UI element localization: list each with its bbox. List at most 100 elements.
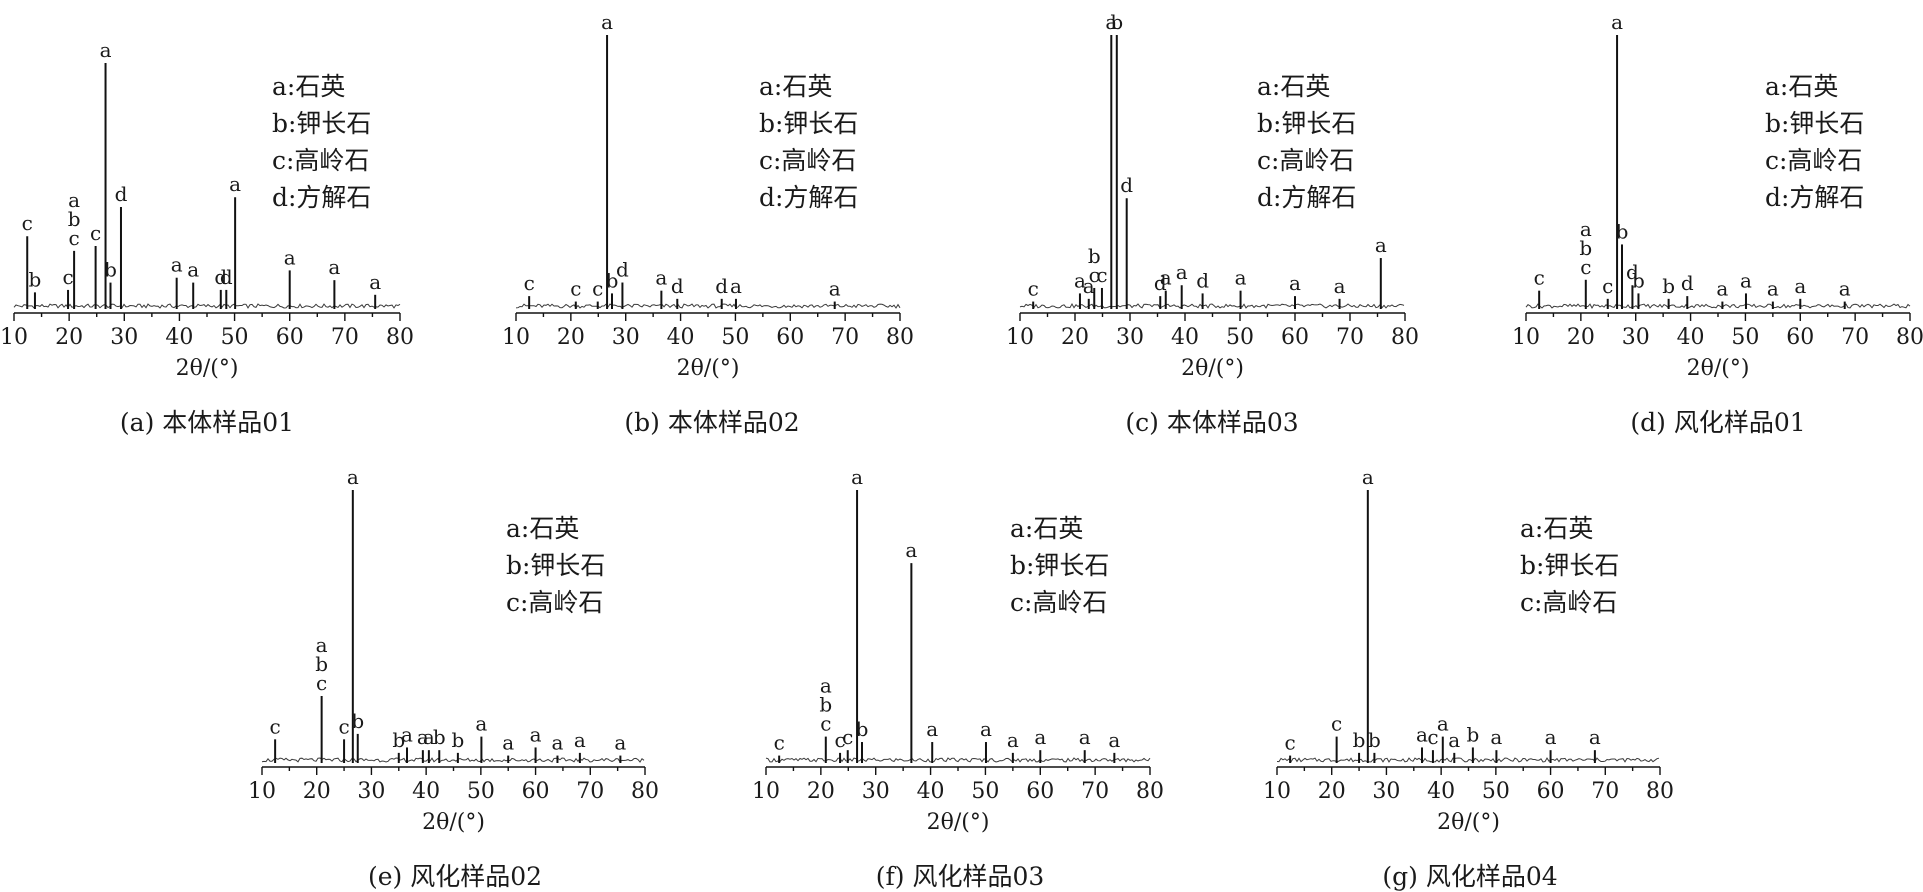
peak-label: d — [1120, 173, 1133, 197]
x-tick-label: 10 — [502, 325, 530, 350]
peak-label: a — [1105, 10, 1117, 34]
peak-label: a — [1589, 725, 1601, 749]
legend-entry: b:钾长石 — [1765, 109, 1864, 138]
peak-label: c — [1427, 725, 1438, 749]
x-tick-label: 60 — [1281, 325, 1309, 350]
peak-label: c — [62, 265, 73, 289]
peak-label: c — [90, 221, 101, 245]
peak-label: a — [502, 731, 514, 755]
x-tick-label: 80 — [1896, 325, 1923, 350]
peak-label: b — [1632, 268, 1645, 292]
x-axis-label: 2θ/(°) — [1181, 356, 1244, 381]
baseline-trace — [261, 757, 645, 763]
peak-label: b — [104, 258, 117, 282]
x-tick-label: 10 — [1512, 325, 1540, 350]
peak-label: d — [1681, 271, 1694, 295]
peak-label: b — [351, 709, 364, 733]
peak-label: a — [1083, 274, 1095, 298]
peak-label: c — [270, 714, 281, 738]
legend-entry: c:高岭石 — [1765, 146, 1862, 175]
peak-label: d — [616, 258, 629, 282]
peak-label: d — [671, 274, 684, 298]
peak-label: c — [69, 226, 80, 250]
x-tick-label: 70 — [1591, 779, 1619, 804]
baseline-trace — [515, 303, 901, 309]
peak-label: c — [1602, 274, 1613, 298]
x-tick-label: 70 — [1336, 325, 1364, 350]
peak-label: b — [1368, 728, 1381, 752]
x-tick-label: 30 — [1116, 325, 1144, 350]
peak-label: a — [551, 731, 563, 755]
x-tick-label: 50 — [1731, 325, 1759, 350]
legend-entry: d:方解石 — [1257, 183, 1356, 212]
legend-entry: b:钾长石 — [506, 551, 605, 580]
peak-label: a — [926, 717, 938, 741]
peak-label: a — [369, 270, 381, 294]
x-tick-label: 80 — [1136, 779, 1164, 804]
peak-label: a — [1362, 465, 1374, 489]
legend-entry: d:方解石 — [759, 183, 858, 212]
x-tick-label: 10 — [0, 325, 28, 350]
x-tick-label: 20 — [557, 325, 585, 350]
legend-entry: c:高岭石 — [1010, 588, 1107, 617]
peak-label: a — [1794, 274, 1806, 298]
peak-label: c — [834, 728, 845, 752]
x-tick-label: 30 — [357, 779, 385, 804]
peak-label: a — [100, 38, 112, 62]
peak-label: b — [1088, 244, 1101, 268]
peak-label: a — [423, 725, 435, 749]
legend-entry: a:石英 — [759, 72, 832, 101]
panel-caption: (e) 风化样品02 — [368, 862, 542, 891]
peak-label: c — [524, 271, 535, 295]
x-tick-label: 40 — [917, 779, 945, 804]
peak-label: c — [1096, 263, 1107, 287]
peak-label: d — [1154, 271, 1167, 295]
peak-label: a — [829, 277, 841, 301]
baseline-trace — [13, 303, 401, 309]
peak-label: b — [392, 728, 405, 752]
peak-label: c — [1028, 277, 1039, 301]
peak-label: d — [214, 265, 227, 289]
legend-entry: c:高岭石 — [506, 588, 603, 617]
peak-label: d — [220, 265, 233, 289]
peak-label: c — [842, 725, 853, 749]
x-tick-label: 70 — [1081, 779, 1109, 804]
peak-label: a — [1160, 266, 1172, 290]
peak-label: a — [1839, 277, 1851, 301]
x-tick-label: 70 — [331, 325, 359, 350]
peak-label: a — [851, 465, 863, 489]
peak-label: b — [1353, 728, 1366, 752]
peak-label: a — [401, 722, 413, 746]
peak-label: a — [980, 717, 992, 741]
legend-entry: c:高岭石 — [1520, 588, 1617, 617]
x-tick-label: 50 — [1226, 325, 1254, 350]
panel-caption: (b) 本体样品02 — [624, 408, 799, 437]
peak-label: c — [316, 671, 327, 695]
peak-label: c — [22, 211, 33, 235]
peak-label: b — [1662, 274, 1675, 298]
peak-label: a — [1176, 260, 1188, 284]
peak-label: c — [1285, 731, 1296, 755]
panel-caption: (a) 本体样品01 — [120, 408, 294, 437]
x-tick-label: 50 — [721, 325, 749, 350]
x-tick-label: 10 — [1006, 325, 1034, 350]
x-tick-label: 20 — [55, 325, 83, 350]
legend-entry: b:钾长石 — [1520, 551, 1619, 580]
peak-label: b — [1110, 10, 1123, 34]
peak-label: b — [68, 207, 81, 231]
x-tick-label: 40 — [412, 779, 440, 804]
panel-caption: (f) 风化样品03 — [876, 862, 1045, 891]
x-tick-label: 40 — [667, 325, 695, 350]
x-tick-label: 40 — [165, 325, 193, 350]
peak-label: a — [1074, 268, 1086, 292]
legend-entry: a:石英 — [506, 514, 579, 543]
x-axis-label: 2θ/(°) — [176, 356, 239, 381]
peak-label: b — [856, 717, 869, 741]
peak-label: a — [1007, 728, 1019, 752]
peak-label: a — [284, 245, 296, 269]
